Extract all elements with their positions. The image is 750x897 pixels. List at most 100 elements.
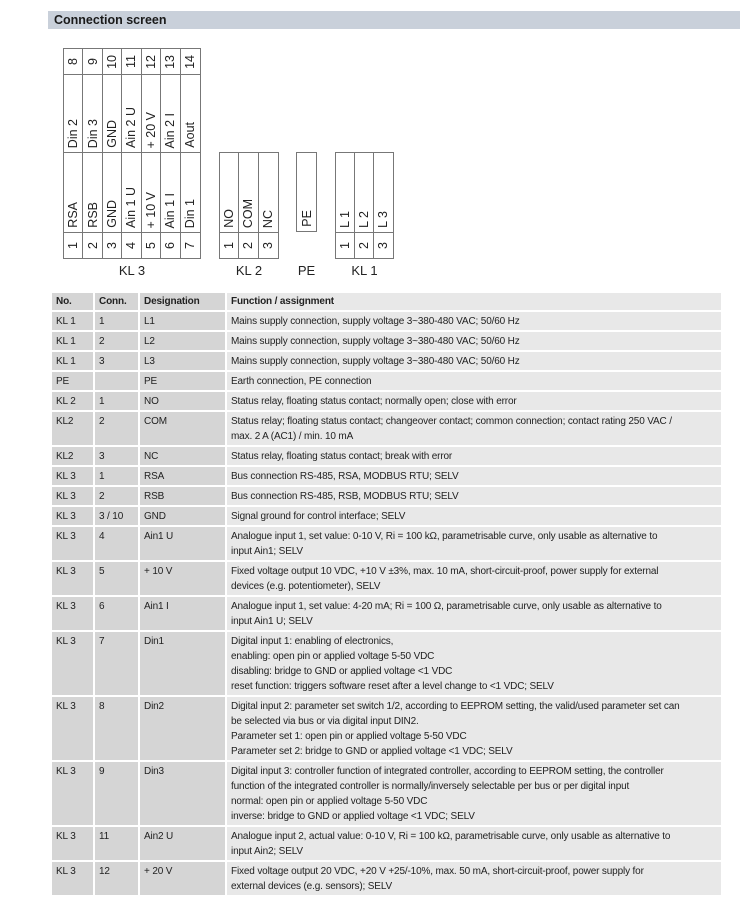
header-designation: Designation: [138, 291, 227, 312]
pin-number: 1: [222, 242, 237, 249]
pin-number-cell: 1: [64, 232, 83, 258]
cell-designation: Ain1 U: [138, 525, 227, 562]
terminal-pin: 12 + 20 V: [141, 49, 162, 152]
pin-number-cell: 13: [161, 49, 180, 75]
pin-signal-cell: Ain 1 U: [122, 153, 140, 232]
cell-conn: 2: [93, 330, 140, 352]
pin-signal: Din 2: [66, 118, 81, 148]
terminal-pin: 10 GND: [102, 49, 123, 152]
terminal-pin: 8 Din 2: [64, 49, 84, 152]
cell-conn: 9: [93, 760, 140, 827]
cell-designation: NO: [138, 390, 227, 412]
pin-signal: L 1: [337, 211, 352, 228]
cell-designation: Din2: [138, 695, 227, 762]
cell-no: KL 3: [50, 695, 95, 762]
terminal-pin: NO 1: [220, 153, 240, 258]
cell-designation: PE: [138, 370, 227, 392]
cell-designation: COM: [138, 410, 227, 447]
cell-no: KL 2: [50, 390, 95, 412]
cell-designation: Ain1 I: [138, 595, 227, 632]
cell-function: Fixed voltage output 20 VDC, +20 V +25/-…: [225, 860, 723, 897]
cell-no: KL 3: [50, 630, 95, 697]
table-row: KL2 2 COM Status relay; floating status con…: [50, 410, 723, 447]
pin-number-cell: 3: [373, 232, 393, 258]
table-row: KL 3 6 Ain1 I Analogue input 1, set value: …: [50, 595, 723, 632]
terminal-pin: L 3 3: [373, 153, 393, 258]
terminal-pin: + 10 V 5: [141, 153, 162, 258]
pin-number: 4: [124, 242, 139, 249]
pin-number-cell: 11: [122, 49, 141, 75]
table-row: PE PE Earth connection, PE connection: [50, 370, 723, 392]
terminal-pin: Ain 1 U 4: [122, 153, 142, 258]
cell-designation: Din1: [138, 630, 227, 697]
cell-no: PE: [50, 370, 95, 392]
pin-signal: Din 3: [85, 118, 100, 148]
cell-conn: 1: [93, 310, 140, 332]
table-row: KL2 3 NC Status relay, floating status cont…: [50, 445, 723, 467]
cell-designation: + 10 V: [138, 560, 227, 597]
kl3-upper-terminal-block: 8 Din 2 9 Din 3 10 GND 11 Ain 2 U 12 + 20 V 13 Ain …: [63, 48, 201, 153]
header-conn: Conn.: [93, 291, 140, 312]
connection-table: No. Conn. Designation Function / assignm…: [50, 291, 723, 897]
cell-no: KL 1: [50, 330, 95, 352]
terminal-pin: L 1 1: [336, 153, 355, 258]
terminal-pin: RSA 1: [64, 153, 84, 258]
pin-number: 6: [163, 242, 178, 249]
terminal-pin: GND 3: [102, 153, 123, 258]
pin-signal-cell: RSA: [64, 153, 82, 232]
cell-function: Digital input 3: controller function of …: [225, 760, 723, 827]
pin-signal: GND: [105, 120, 120, 148]
pin-signal: GND: [105, 200, 120, 228]
cell-function: Bus connection RS-485, RSA, MODBUS RTU; …: [225, 465, 723, 487]
cell-designation: Din3: [138, 760, 227, 827]
terminal-pin: NC 3: [258, 153, 278, 258]
pe-label: PE: [297, 263, 316, 278]
cell-designation: L2: [138, 330, 227, 352]
terminal-pin: RSB 2: [83, 153, 103, 258]
cell-no: KL2: [50, 445, 95, 467]
pin-signal: COM: [241, 198, 256, 228]
cell-conn: 3: [93, 445, 140, 467]
cell-designation: GND: [138, 505, 227, 527]
cell-no: KL 3: [50, 760, 95, 827]
pin-signal-cell: L 1: [336, 153, 354, 232]
cell-no: KL2: [50, 410, 95, 447]
cell-designation: Ain2 U: [138, 825, 227, 862]
terminal-pin: L 2 2: [354, 153, 374, 258]
pin-signal: Din 1: [183, 198, 198, 228]
pin-number: 11: [124, 55, 139, 68]
cell-no: KL 1: [50, 310, 95, 332]
pin-signal: Ain 2 I: [163, 112, 178, 148]
cell-conn: 7: [93, 630, 140, 697]
kl2-terminal-block: NO 1 COM 2 NC 3: [219, 152, 279, 259]
pin-number-cell: 1: [220, 232, 239, 258]
cell-conn: 2: [93, 410, 140, 447]
cell-function: Analogue input 2, actual value: 0-10 V, …: [225, 825, 723, 862]
pin-number-cell: 8: [64, 49, 83, 75]
cell-no: KL 3: [50, 595, 95, 632]
kl1-terminal-block: L 1 1 L 2 2 L 3 3: [335, 152, 394, 259]
pin-signal-cell: + 10 V: [142, 153, 160, 232]
header-function: Function / assignment: [225, 291, 723, 312]
cell-function: Mains supply connection, supply voltage …: [225, 350, 723, 372]
pin-signal-cell: Din 2: [64, 75, 82, 152]
cell-function: Earth connection, PE connection: [225, 370, 723, 392]
pin-number-cell: 5: [141, 232, 161, 258]
pin-number-cell: 6: [161, 232, 180, 258]
pe-terminal-block: PE: [296, 152, 317, 232]
cell-conn: 8: [93, 695, 140, 762]
pin-signal-cell: Din 3: [83, 75, 101, 152]
cell-no: KL 3: [50, 485, 95, 507]
cell-conn: [93, 370, 140, 392]
pin-signal: Ain 1 I: [163, 192, 178, 228]
pin-signal: L 3: [376, 211, 391, 228]
cell-no: KL 3: [50, 860, 95, 897]
pin-number: 2: [85, 242, 100, 249]
pin-number-cell: 12: [141, 49, 161, 75]
pin-number: 3: [261, 242, 276, 249]
pin-number-cell: 4: [122, 232, 141, 258]
cell-conn: 1: [93, 390, 140, 412]
terminal-pin: 9 Din 3: [83, 49, 103, 152]
terminal-pin: Ain 1 I 6: [161, 153, 181, 258]
